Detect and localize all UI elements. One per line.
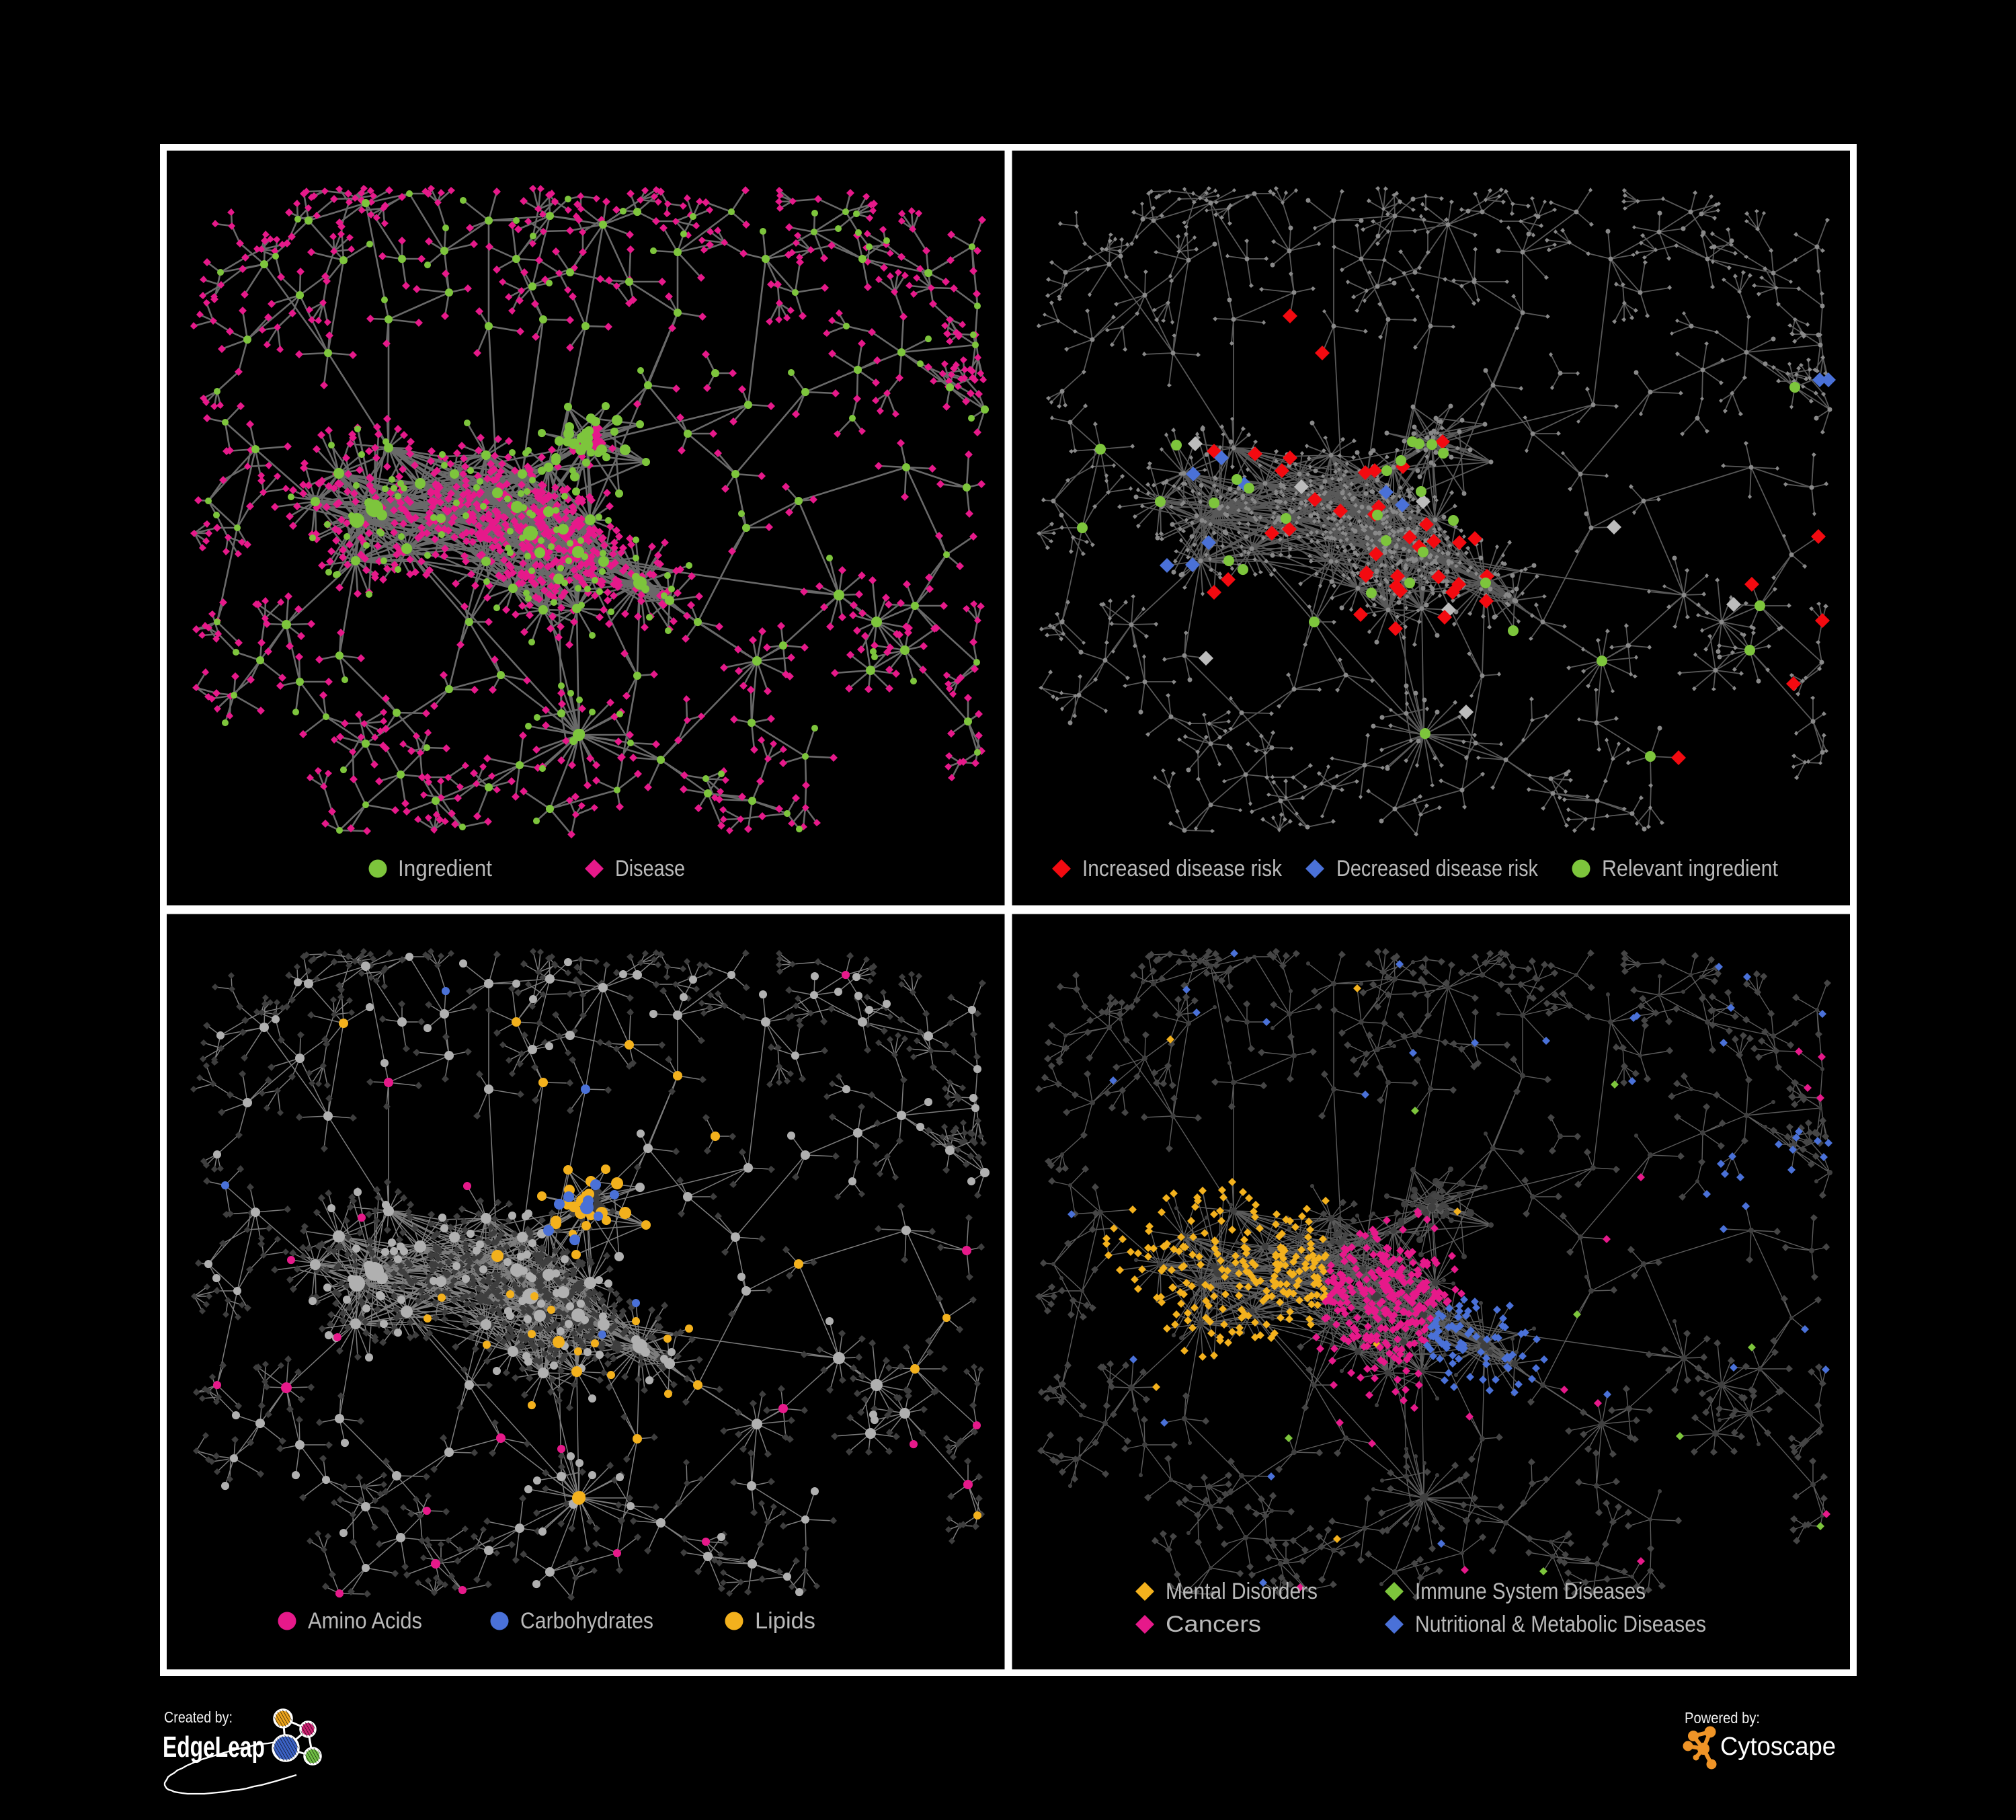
svg-text:EdgeLeap: EdgeLeap xyxy=(163,1731,265,1764)
svg-text:Ingredient: Ingredient xyxy=(398,856,493,881)
svg-text:Disease: Disease xyxy=(615,856,685,881)
svg-text:Powered by:: Powered by: xyxy=(1685,1709,1760,1727)
svg-text:Cytoscape: Cytoscape xyxy=(1720,1733,1836,1761)
svg-text:Created by:: Created by: xyxy=(164,1708,233,1726)
svg-text:Cancers: Cancers xyxy=(1166,1612,1261,1637)
svg-text:Relevant ingredient: Relevant ingredient xyxy=(1602,856,1778,881)
svg-text:Increased disease risk: Increased disease risk xyxy=(1082,856,1283,881)
svg-text:Carbohydrates: Carbohydrates xyxy=(520,1608,653,1634)
svg-text:Lipids: Lipids xyxy=(755,1608,815,1634)
svg-text:Immune System Diseases: Immune System Diseases xyxy=(1415,1579,1646,1604)
svg-text:Mental Disorders: Mental Disorders xyxy=(1166,1579,1318,1604)
svg-text:Decreased disease risk: Decreased disease risk xyxy=(1336,856,1539,881)
svg-text:Amino Acids: Amino Acids xyxy=(308,1608,422,1634)
svg-text:Nutritional & Metabolic Diseas: Nutritional & Metabolic Diseases xyxy=(1415,1612,1706,1637)
